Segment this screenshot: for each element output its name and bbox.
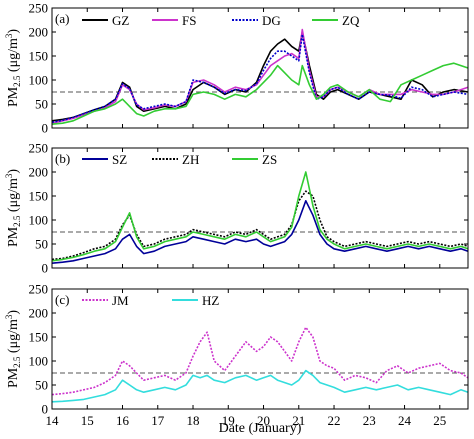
- x-tick-label: 20: [257, 413, 270, 428]
- panel-label: (b): [55, 151, 70, 166]
- series-line-jm: [51, 326, 469, 396]
- legend-label-gz: GZ: [112, 13, 129, 28]
- x-tick-label: 14: [46, 413, 60, 428]
- y-axis-label: PM2.5 (μg/m3): [4, 169, 22, 247]
- series-line-zs: [51, 171, 469, 262]
- y-axis-label-part: ): [6, 169, 21, 174]
- y-tick-label: 250: [29, 1, 49, 16]
- y-axis-label-part: PM: [6, 226, 21, 247]
- panel-b: 0 50 100 150 200 250 PM2.5 (μg/m3) (b) SZ ZH ZS: [4, 141, 469, 276]
- y-tick-label: 200: [29, 306, 49, 321]
- series-line-dg: [51, 33, 469, 123]
- y-tick-label: 0: [42, 402, 49, 417]
- y-tick-label: 100: [29, 354, 49, 369]
- legend-label-hz: HZ: [202, 293, 219, 308]
- y-axis-label-part: (μg/m: [6, 178, 21, 216]
- legend-label-fs: FS: [182, 13, 196, 28]
- y-axis-label-part: 2.5: [12, 215, 22, 227]
- panel-a: 0 50 100 150 200 250 PM2.5 (μg/m3) (a) GZ FS DG ZQ: [4, 1, 469, 136]
- y-tick-label: 150: [29, 189, 49, 204]
- x-tick-label: 23: [363, 413, 376, 428]
- y-axis-label: PM2.5 (μg/m3): [4, 29, 22, 107]
- y-axis-label-part: 2.5: [12, 75, 22, 87]
- panel-label: (c): [55, 292, 69, 307]
- y-tick-label: 150: [29, 49, 49, 64]
- legend-label-dg: DG: [262, 13, 281, 28]
- y-tick-label: 100: [29, 73, 49, 88]
- y-tick-label: 50: [35, 97, 48, 112]
- legend-label-zq: ZQ: [342, 13, 360, 28]
- y-tick-label: 150: [29, 330, 49, 345]
- legend-label-sz: SZ: [112, 152, 127, 167]
- y-axis-label-part: ): [6, 310, 21, 315]
- x-tick-label: 24: [398, 413, 412, 428]
- y-tick-label: 200: [29, 165, 49, 180]
- x-tick-label: 17: [151, 413, 165, 428]
- y-axis-label-part: ): [6, 29, 21, 34]
- plot-frame: [51, 147, 469, 269]
- y-axis-label: PM2.5 (μg/m3): [4, 310, 22, 388]
- y-tick-label: 250: [29, 141, 49, 156]
- y-tick-label: 50: [35, 378, 48, 393]
- x-tick-label: 16: [116, 413, 130, 428]
- x-tick-label: 19: [222, 413, 235, 428]
- panel-c: 0 50 100 150 200 250 14 15 16 17 18 19 20 21 22 23 24 25 D…: [4, 282, 469, 436]
- y-tick-label: 50: [35, 237, 48, 252]
- y-axis-label-part: 3: [4, 173, 14, 178]
- y-axis-label-part: 2.5: [12, 356, 22, 368]
- plot-frame: [51, 288, 469, 410]
- series-line-hz: [51, 369, 469, 403]
- y-tick-label: 0: [42, 121, 49, 136]
- legend-label-zs: ZS: [262, 152, 277, 167]
- y-tick-label: 250: [29, 282, 49, 297]
- y-tick-label: 0: [42, 261, 49, 276]
- y-axis-label-part: (μg/m: [6, 38, 21, 76]
- series-line-sz: [51, 200, 469, 264]
- x-tick-label: 25: [433, 413, 446, 428]
- y-axis-label-part: PM: [6, 86, 21, 107]
- panel-label: (a): [55, 11, 69, 26]
- y-axis-label-part: PM: [6, 367, 21, 388]
- y-axis-label-part: 3: [4, 33, 14, 38]
- legend-label-jm: JM: [112, 293, 129, 308]
- x-tick-label: 15: [81, 413, 94, 428]
- y-tick-label: 200: [29, 25, 49, 40]
- series-line-zq: [51, 62, 469, 125]
- legend-label-zh: ZH: [182, 152, 199, 167]
- x-axis-label: Date (January): [219, 421, 302, 436]
- y-axis-label-part: 3: [4, 314, 14, 319]
- y-axis-label-part: (μg/m: [6, 319, 21, 357]
- x-tick-label: 21: [292, 413, 305, 428]
- y-tick-label: 100: [29, 213, 49, 228]
- x-tick-label: 22: [328, 413, 341, 428]
- plot-frame: [51, 7, 469, 129]
- x-tick-label: 18: [187, 413, 200, 428]
